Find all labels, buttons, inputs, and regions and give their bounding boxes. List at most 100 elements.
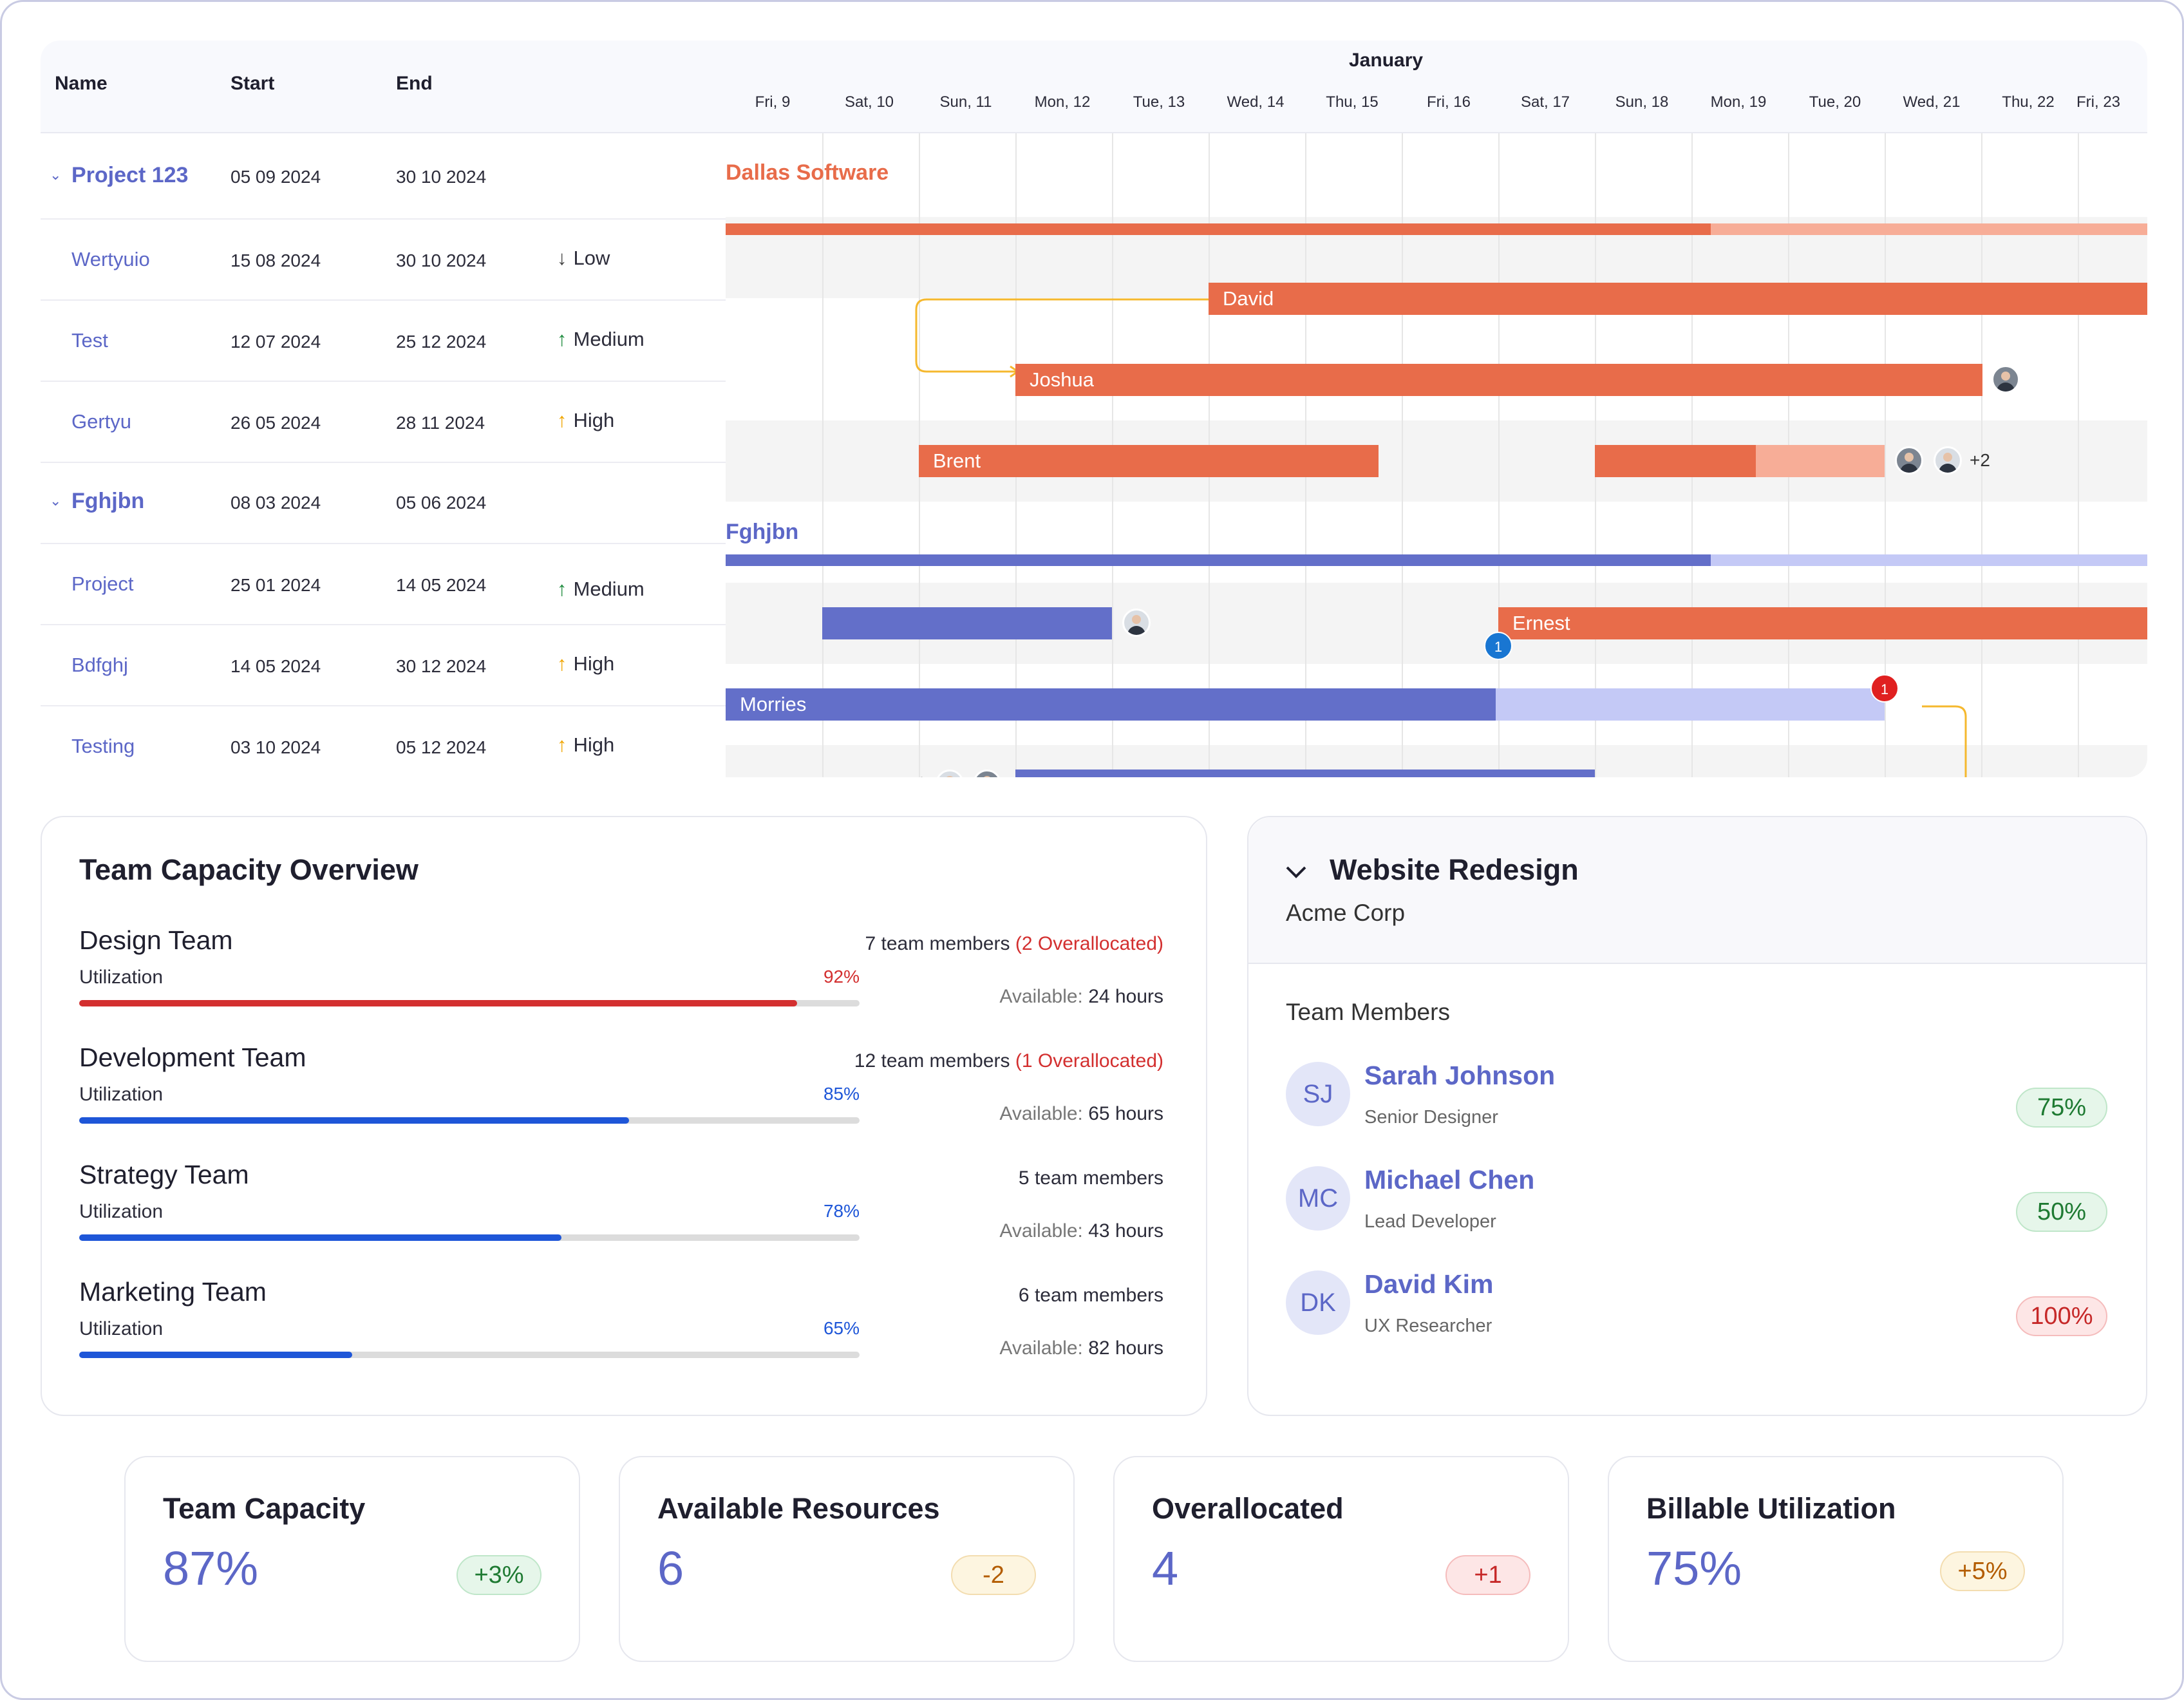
row-end: 05 12 2024 — [396, 737, 487, 757]
group-remaining-bar[interactable] — [1711, 554, 2147, 566]
assignee-avatar[interactable] — [1122, 609, 1151, 637]
team-name: Strategy Team — [79, 1160, 249, 1189]
row-name[interactable]: Testing — [71, 735, 135, 757]
timeline-day: Mon, 12 — [1034, 93, 1091, 111]
available-hours: Available: 65 hours — [999, 1103, 1163, 1124]
timeline-day: Tue, 20 — [1809, 93, 1861, 111]
chevron-down-icon[interactable] — [1283, 864, 1309, 882]
assignee-avatar[interactable] — [1934, 446, 1962, 475]
task-bar-david[interactable]: David — [1209, 283, 2147, 315]
kpi-value: 87% — [163, 1542, 259, 1595]
column-header-name[interactable]: Name — [55, 73, 108, 94]
team-members-count: 7 team members (2 Overallocated) — [865, 933, 1163, 954]
allocation-badge: 100% — [2016, 1296, 2107, 1336]
timeline-day: Thu, 15 — [1326, 93, 1379, 111]
available-hours: Available: 82 hours — [999, 1337, 1163, 1359]
timeline-day: Fri, 23 — [2076, 93, 2121, 111]
row-start: 25 01 2024 — [231, 575, 321, 595]
utilization-label: Utilization — [79, 1318, 164, 1339]
arrow-up-icon: ↑ — [557, 409, 567, 431]
table-row[interactable]: ⌄ Project 123 05 09 2024 30 10 2024 — [41, 133, 726, 220]
table-row[interactable]: Test 12 07 2024 25 12 2024 ↑ Medium — [41, 301, 726, 382]
chevron-down-icon[interactable]: ⌄ — [50, 167, 62, 183]
row-name[interactable]: Gertyu — [71, 410, 132, 433]
timeline-day: Sat, 17 — [1520, 93, 1570, 111]
group-progress-bar[interactable] — [726, 554, 1711, 566]
avatar: SJ — [1286, 1062, 1350, 1126]
row-name[interactable]: Project — [71, 572, 134, 595]
kpi-title: Billable Utilization — [1646, 1492, 1896, 1525]
task-bar-remaining[interactable] — [1756, 445, 1885, 477]
task-bar-ernest[interactable]: Ernest — [1498, 607, 2147, 639]
kpi-delta: +5% — [1940, 1551, 2025, 1591]
row-start: 26 05 2024 — [231, 413, 321, 433]
project-card: Website Redesign Acme Corp Team Members … — [1247, 816, 2147, 1416]
member-name[interactable]: Michael Chen — [1364, 1165, 1535, 1195]
timeline-day: Wed, 21 — [1903, 93, 1961, 111]
kpi-card-team-capacity: Team Capacity 87% +3% — [124, 1456, 580, 1662]
timeline-day: Sat, 10 — [844, 93, 894, 111]
task-bar-remaining[interactable] — [1496, 688, 1885, 721]
task-bar-morries[interactable]: Morries — [726, 688, 1496, 721]
table-row[interactable]: Wertyuio 15 08 2024 30 10 2024 ↓ Low — [41, 220, 726, 301]
kpi-value: 4 — [1152, 1542, 1179, 1595]
task-bar-segment[interactable] — [1595, 445, 1756, 477]
task-bar-label: Kathryn — [1015, 770, 1098, 777]
row-start: 08 03 2024 — [231, 493, 321, 513]
chevron-down-icon[interactable]: ⌄ — [50, 493, 62, 509]
kpi-card-available-resources: Available Resources 6 -2 — [619, 1456, 1075, 1662]
task-bar-joshua[interactable]: Joshua — [1015, 364, 1982, 396]
timeline-day: Fri, 9 — [755, 93, 791, 111]
gantt-chart: Name Start End January Fri, 9 Sat, 10 Su… — [41, 41, 2147, 777]
task-bar-brent[interactable]: Brent — [919, 445, 1379, 477]
row-end: 25 12 2024 — [396, 332, 487, 352]
row-name[interactable]: Bdfghj — [71, 654, 128, 676]
table-row[interactable]: ⌄ Fghjbn 08 03 2024 05 06 2024 — [41, 463, 726, 544]
priority-medium: ↑ Medium — [557, 578, 645, 600]
extra-assignees-count[interactable]: +2 — [906, 773, 927, 777]
kpi-delta: -2 — [951, 1555, 1036, 1595]
member-name[interactable]: David Kim — [1364, 1269, 1494, 1299]
team-name: Marketing Team — [79, 1277, 267, 1307]
kpi-title: Team Capacity — [163, 1492, 366, 1525]
avatar: MC — [1286, 1166, 1350, 1231]
row-name[interactable]: Project 123 — [71, 163, 189, 187]
task-bar-label: Ernest — [1512, 612, 1570, 634]
kpi-delta: +3% — [457, 1555, 541, 1595]
project-client: Acme Corp — [1286, 900, 1406, 926]
priority-high: ↑ High — [557, 652, 615, 675]
available-hours: Available: 43 hours — [999, 1220, 1163, 1242]
alert-count-badge[interactable]: 1 — [1870, 674, 1899, 703]
column-header-end[interactable]: End — [396, 73, 433, 94]
row-name[interactable]: Fghjbn — [71, 489, 145, 513]
timeline-day: Mon, 19 — [1710, 93, 1767, 111]
assignee-avatar[interactable] — [1895, 446, 1923, 475]
group-remaining-bar[interactable] — [1711, 223, 2147, 235]
task-bar-label: Joshua — [1030, 368, 1094, 391]
row-name[interactable]: Test — [71, 329, 108, 352]
comment-count-badge[interactable]: 1 — [1484, 632, 1512, 660]
table-row[interactable]: Bdfghj 14 05 2024 30 12 2024 ↑ High — [41, 625, 726, 706]
assignee-avatar[interactable] — [1991, 365, 2020, 393]
row-name[interactable]: Wertyuio — [71, 248, 150, 270]
column-header-start[interactable]: Start — [231, 73, 275, 94]
group-progress-bar[interactable] — [726, 223, 1711, 235]
team-members-count: 5 team members — [1018, 1167, 1163, 1189]
kpi-value: 75% — [1646, 1542, 1742, 1595]
extra-assignees-count[interactable]: +2 — [1970, 450, 1990, 470]
table-row[interactable]: Testing 03 10 2024 05 12 2024 ↑ High — [41, 706, 726, 777]
row-end: 30 10 2024 — [396, 167, 487, 187]
table-row[interactable]: Gertyu 26 05 2024 28 11 2024 ↑ High — [41, 382, 726, 463]
member-name[interactable]: Sarah Johnson — [1364, 1061, 1556, 1090]
task-bar-kathryn[interactable]: Kathryn — [1015, 770, 1595, 777]
arrow-up-icon: ↑ — [557, 733, 567, 756]
priority-high: ↑ High — [557, 733, 615, 756]
member-role: UX Researcher — [1364, 1316, 1492, 1336]
table-row[interactable]: Project 25 01 2024 14 05 2024 ↑ Medium — [41, 544, 726, 625]
kpi-title: Overallocated — [1152, 1492, 1344, 1525]
task-bar-project[interactable] — [822, 607, 1112, 639]
project-card-header[interactable]: Website Redesign Acme Corp — [1248, 817, 2146, 964]
timeline-grid: Dallas Software David Joshua Brent +2 Fg… — [726, 133, 2147, 777]
row-end: 14 05 2024 — [396, 575, 487, 595]
priority-high: ↑ High — [557, 409, 615, 431]
